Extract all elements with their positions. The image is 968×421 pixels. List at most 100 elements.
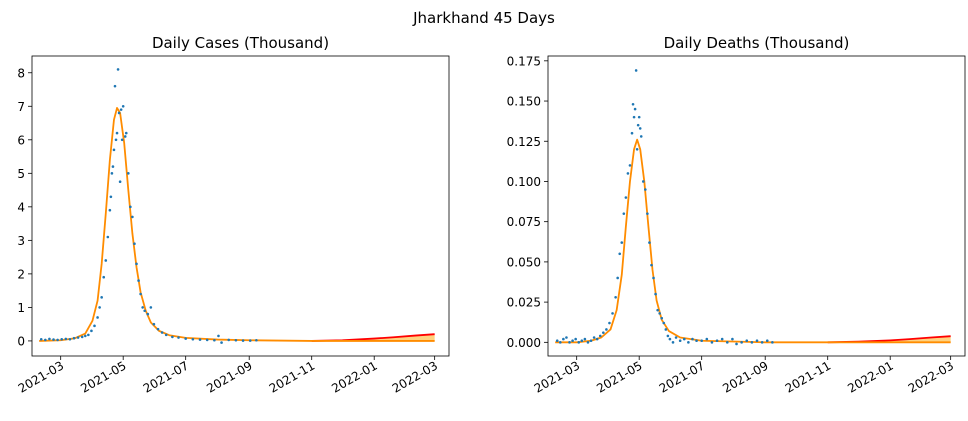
x-tick-label: 2021-05 (594, 358, 644, 395)
data-point (68, 337, 72, 341)
data-point (115, 131, 119, 135)
uncertainty-band (827, 336, 951, 343)
data-point (116, 68, 120, 71)
data-point (731, 337, 734, 341)
x-tick-label: 2021-09 (720, 358, 770, 395)
data-point (605, 328, 608, 331)
data-point (217, 334, 220, 338)
data-point (220, 341, 223, 344)
data-point (56, 338, 59, 342)
data-point (137, 279, 140, 282)
data-point (93, 324, 96, 328)
data-point (595, 337, 599, 341)
data-point (710, 341, 714, 344)
data-point (255, 338, 258, 342)
data-point (652, 276, 655, 280)
x-tick-label: 2021-07 (141, 358, 191, 395)
data-point (64, 337, 68, 341)
data-point (695, 339, 698, 343)
data-point (720, 337, 724, 341)
data-point (646, 212, 649, 215)
data-point (682, 337, 686, 341)
y-tick-label: 4 (17, 200, 25, 214)
data-point (650, 263, 653, 267)
data-point (117, 111, 121, 115)
data-point (52, 338, 55, 341)
data-point (177, 336, 180, 339)
figure-suptitle: Jharkhand 45 Days (412, 9, 555, 27)
data-point (562, 337, 565, 341)
data-point (127, 172, 130, 175)
data-point (608, 321, 611, 325)
data-point (141, 306, 144, 309)
data-point (135, 262, 138, 266)
data-point (628, 164, 632, 167)
data-point (83, 334, 87, 338)
cases-panel: Daily Cases (Thousand) 0 1 2 3 4 5 6 7 8 2021-03 20… (16, 34, 450, 396)
plot-frame (31, 55, 450, 357)
y-tick-label: 2 (17, 267, 25, 281)
data-point (648, 241, 651, 244)
y-tick-label: 0.050 (507, 255, 541, 269)
data-point (598, 334, 602, 338)
data-point (120, 138, 124, 142)
data-point (248, 339, 252, 342)
x-tick-label: 2021-03 (532, 358, 582, 395)
y-tick-label: 0.100 (507, 175, 541, 189)
data-point (118, 180, 122, 183)
data-point (48, 337, 51, 341)
data-point (39, 337, 43, 341)
data-point (123, 135, 127, 138)
data-point (750, 341, 754, 344)
data-point (87, 333, 90, 337)
data-point (614, 295, 617, 299)
data-point (574, 337, 577, 341)
data-point (76, 336, 80, 339)
data-point (164, 333, 168, 337)
data-point (664, 328, 668, 331)
data-point (129, 205, 132, 209)
data-point (131, 215, 134, 219)
y-tick-label: 0.175 (507, 54, 541, 68)
data-point (191, 337, 195, 341)
data-point (700, 339, 703, 343)
data-point (580, 339, 584, 343)
data-point (571, 339, 574, 343)
data-point (691, 337, 694, 341)
data-point (110, 172, 114, 175)
data-point (121, 104, 125, 108)
data-point (100, 296, 103, 299)
data-point (638, 127, 642, 130)
data-point (668, 337, 672, 341)
data-point (555, 339, 559, 343)
y-tick-label: 5 (17, 167, 25, 181)
data-point (98, 306, 101, 309)
data-point (102, 275, 106, 279)
data-point (146, 312, 150, 316)
data-point (636, 123, 640, 127)
chart-title: Daily Cases (Thousand) (152, 34, 329, 52)
data-point (90, 329, 93, 333)
data-point (104, 259, 108, 262)
data-point (133, 242, 136, 246)
data-point (654, 292, 657, 296)
data-point (143, 309, 146, 313)
data-point (641, 180, 645, 183)
data-point (630, 131, 634, 135)
data-point (760, 341, 764, 344)
y-tick-label: 0 (17, 334, 25, 348)
data-point (632, 115, 636, 119)
y-tick-label: 6 (17, 133, 25, 147)
data-point (634, 69, 638, 72)
data-point (666, 334, 670, 338)
data-point (631, 102, 635, 106)
data-point (108, 208, 112, 212)
y-tick-label: 7 (17, 100, 25, 114)
data-point (658, 312, 661, 315)
data-point (184, 337, 187, 340)
fit-line (555, 138, 951, 344)
data-point (113, 84, 117, 88)
data-point (626, 172, 630, 175)
data-point (616, 276, 619, 280)
